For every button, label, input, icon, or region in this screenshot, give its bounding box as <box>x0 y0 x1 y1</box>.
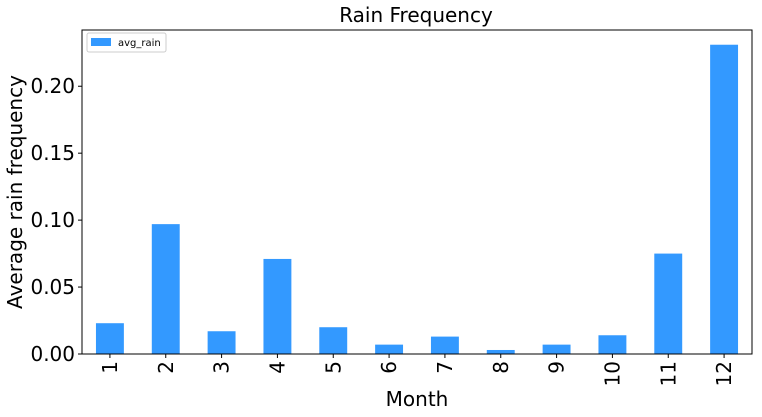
x-tick-label: 7 <box>433 361 457 374</box>
bar-month-1 <box>95 323 124 354</box>
bar-month-3 <box>207 331 236 354</box>
y-axis-ticks: 0.00 0.05 0.10 0.15 0.20 <box>30 74 82 366</box>
bar-month-2 <box>151 224 180 354</box>
legend-swatch <box>91 38 111 46</box>
legend-box <box>86 32 167 53</box>
plot-frame <box>81 29 753 355</box>
x-axis-ticks: 1 2 3 4 5 6 7 8 9 10 11 12 <box>98 354 736 386</box>
y-tick-label: 0.10 <box>30 208 75 232</box>
bar-month-5 <box>319 327 348 354</box>
x-tick-label: 9 <box>545 361 569 374</box>
x-axis-label: Month <box>386 387 449 411</box>
bar-month-9 <box>542 344 571 354</box>
x-tick-label: 8 <box>489 361 513 374</box>
y-tick-label: 0.05 <box>30 275 75 299</box>
x-tick-label: 2 <box>154 361 178 374</box>
bar-month-4 <box>263 258 292 354</box>
x-tick-label: 6 <box>377 361 401 374</box>
bar-month-7 <box>430 336 459 354</box>
legend: avg_rain <box>86 32 167 53</box>
bar-month-10 <box>598 335 627 354</box>
bar-month-8 <box>486 349 515 354</box>
x-tick-label: 4 <box>265 361 289 374</box>
x-tick-label: 1 <box>98 361 122 374</box>
x-tick-label: 5 <box>321 361 345 374</box>
x-tick-label: 12 <box>712 361 736 386</box>
x-tick-label: 3 <box>210 361 234 374</box>
x-tick-label: 10 <box>600 361 624 386</box>
x-tick-label: 11 <box>656 361 680 386</box>
bars-group <box>95 44 739 355</box>
legend-label: avg_rain <box>118 38 161 49</box>
bar-month-12 <box>710 44 739 355</box>
chart-title: Rain Frequency <box>339 3 493 27</box>
y-axis-label: Average rain frequency <box>3 75 27 309</box>
y-tick-label: 0.20 <box>30 74 75 98</box>
y-tick-label: 0.00 <box>30 342 75 366</box>
y-tick-label: 0.15 <box>30 141 75 165</box>
bar-month-6 <box>375 344 404 354</box>
bar-month-11 <box>654 253 683 354</box>
